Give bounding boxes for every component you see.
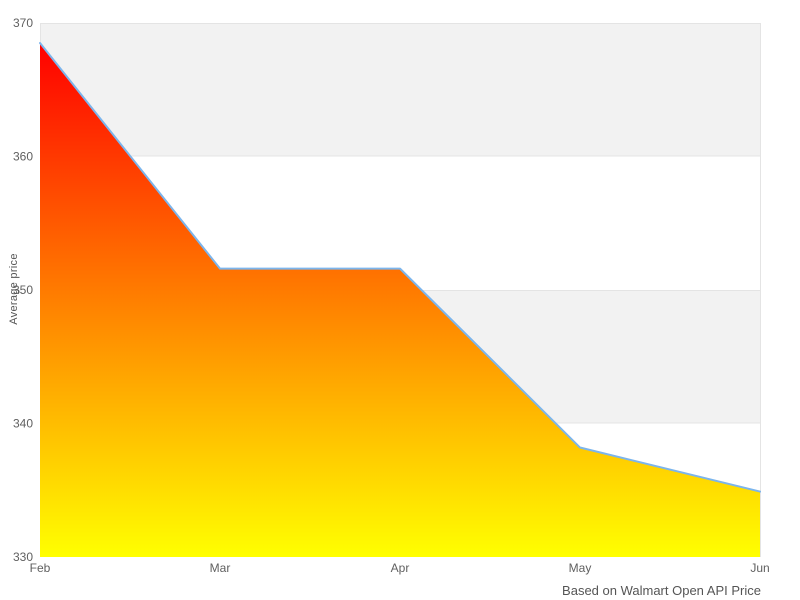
x-tick-label: May <box>569 561 592 575</box>
y-tick-label: 360 <box>13 150 33 164</box>
y-tick-label: 330 <box>13 550 33 564</box>
x-tick-label: Mar <box>210 561 231 575</box>
x-tick-label: Feb <box>30 561 51 575</box>
alternate-band <box>40 23 761 157</box>
y-tick-label: 370 <box>13 16 33 30</box>
x-tick-label: Jun <box>750 561 769 575</box>
chart-caption: Based on Walmart Open API Price <box>562 583 761 598</box>
x-tick-label: Apr <box>391 561 410 575</box>
y-tick-label: 350 <box>13 283 33 297</box>
area-series <box>40 43 760 557</box>
series-line <box>39 42 761 493</box>
y-axis-title: Average price <box>8 253 20 325</box>
y-tick-label: 340 <box>13 417 33 431</box>
